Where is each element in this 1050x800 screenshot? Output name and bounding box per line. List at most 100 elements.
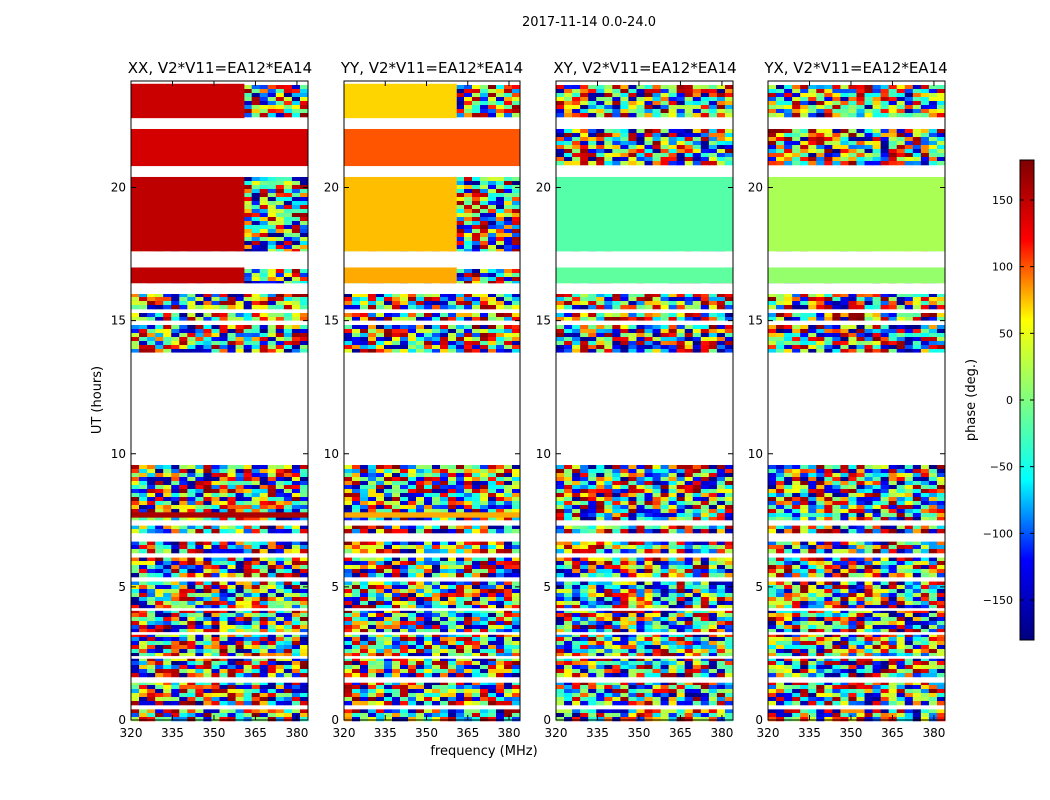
phase-cell [227,301,237,306]
phase-cell [456,545,465,550]
phase-cell [448,645,457,650]
phase-cell [392,501,401,506]
phase-cell [416,641,425,646]
phase-cell [496,305,505,310]
phase-cell [456,93,465,98]
phase-cell [352,613,361,618]
phase-cell [155,633,164,638]
phase-cell [392,333,401,338]
phase-cell [235,661,245,666]
phase-cell [299,325,309,330]
phase-cell [267,241,277,246]
coherent-phase-block [131,176,245,252]
phase-cell [235,613,245,618]
phase-cell [368,317,377,322]
phase-cell [227,293,237,298]
phase-cell [267,469,277,474]
phase-cell [504,669,513,674]
phase-cell [131,605,140,610]
phase-cell [448,641,457,646]
phase-cell [211,609,220,614]
phase-cell [275,689,285,694]
phase-cell [408,609,417,614]
phase-cell [155,669,164,674]
phase-cell [155,545,164,550]
phase-cell [235,345,245,350]
phase-cell [352,645,361,650]
phase-cell [147,657,156,662]
phase-cell [251,613,261,618]
phase-cell [243,501,253,506]
phase-cell [504,541,513,546]
phase-cell [147,685,156,690]
phase-cell [139,701,148,706]
phase-cell [187,661,196,666]
phase-cell [299,569,309,574]
phase-cell [504,97,513,102]
phase-cell [235,609,245,614]
phase-cell [147,489,156,494]
phase-cell [360,501,369,506]
phase-cell [376,601,385,606]
phase-cell [299,541,309,546]
phase-cell [512,89,521,94]
phase-cell [408,593,417,598]
phase-cell [283,197,293,202]
phase-cell [227,617,237,622]
phase-cell [251,645,261,650]
phase-cell [291,573,301,578]
phase-cell [139,605,148,610]
phase-cell [472,273,481,278]
phase-cell [416,317,425,322]
phase-cell [392,481,401,486]
phase-cell [235,305,245,310]
phase-cell [408,673,417,678]
phase-cell [259,101,269,106]
phase-cell [456,281,465,286]
phase-cell [139,561,148,566]
phase-cell [360,349,369,354]
phase-cell [456,213,465,218]
phase-cell [147,689,156,694]
phase-cell [408,517,417,522]
phase-cell [352,625,361,630]
phase-cell [259,601,269,606]
phase-cell [512,661,521,666]
phase-cell [139,329,148,334]
phase-cell [504,305,513,310]
data-row [131,505,309,510]
phase-cell [267,221,277,226]
phase-cell [384,473,393,478]
phase-cell [275,237,285,242]
phase-cell [179,637,188,642]
phase-cell [488,345,497,350]
phase-cell [147,525,156,530]
phase-cell [147,465,156,470]
phase-cell [227,709,237,714]
phase-cell [488,469,497,474]
phase-cell [243,313,253,318]
phase-cell [480,617,489,622]
phase-cell [171,485,180,490]
phase-cell [203,341,212,346]
phase-cell [283,221,293,226]
phase-cell [259,709,269,714]
phase-cell [472,201,481,206]
phase-cell [139,581,148,586]
data-row [131,585,309,590]
phase-cell [219,557,229,562]
phase-cell [472,85,481,90]
phase-cell [227,685,237,690]
phase-cell [432,673,441,678]
phase-cell [291,209,301,214]
phase-cell [344,649,353,654]
phase-cell [464,97,473,102]
phase-cell [488,341,497,346]
phase-cell [456,505,465,510]
phase-cell [251,601,261,606]
phase-cell [147,709,156,714]
phase-cell [424,337,433,342]
phase-cell [163,665,172,670]
phase-cell [275,269,285,274]
phase-cell [299,605,309,610]
